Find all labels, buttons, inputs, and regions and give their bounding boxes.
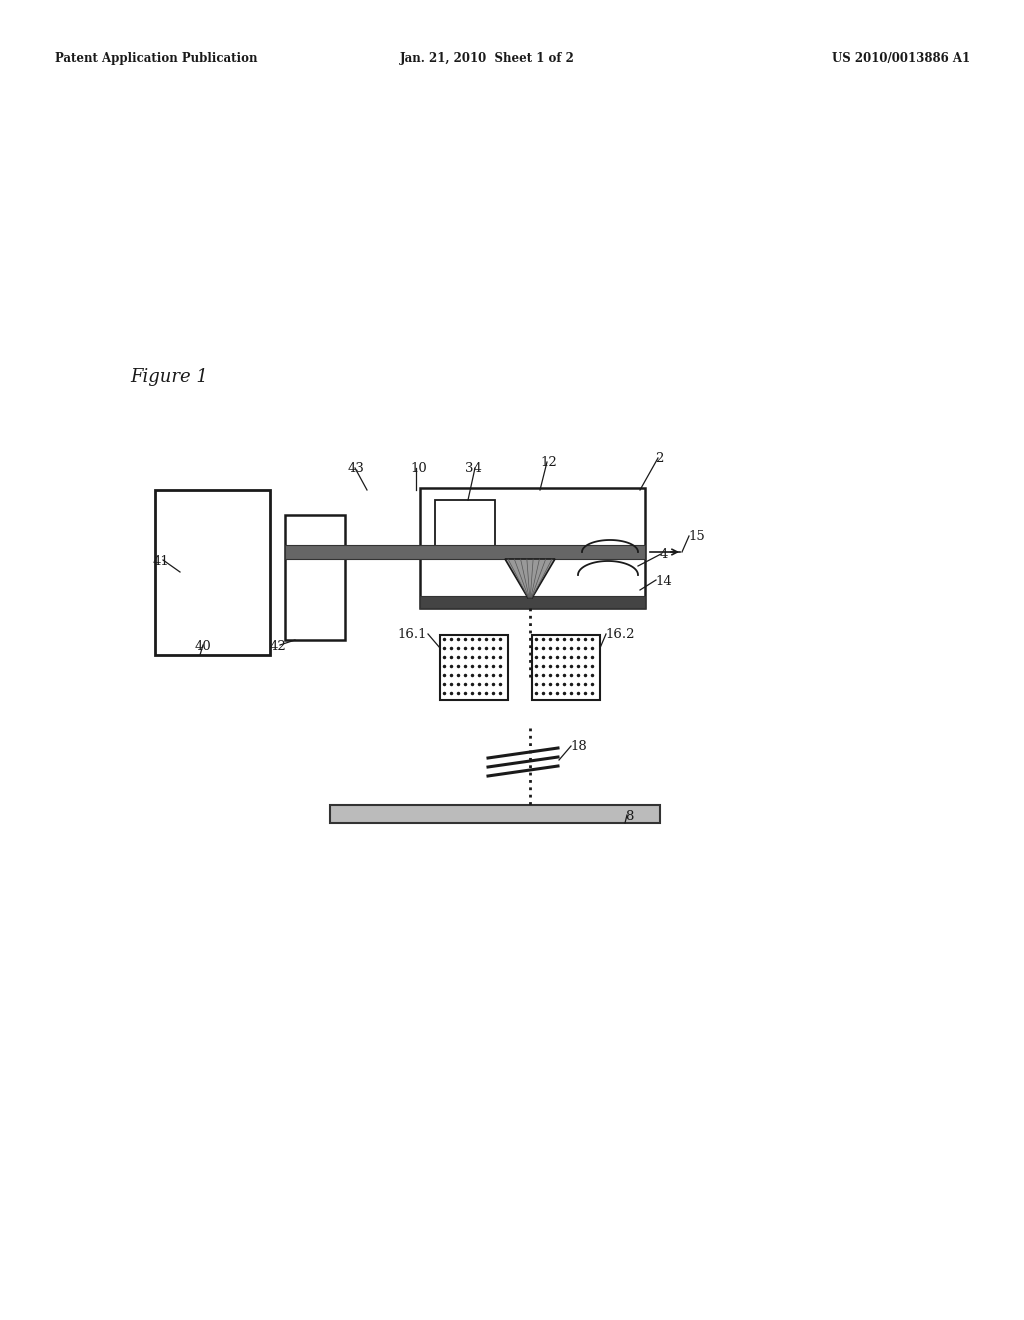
Text: 16.1: 16.1 [397,628,427,642]
Bar [155,490,270,655]
Bar [285,545,645,558]
Text: 12: 12 [540,455,557,469]
Text: 41: 41 [153,554,170,568]
Text: Jan. 21, 2010  Sheet 1 of 2: Jan. 21, 2010 Sheet 1 of 2 [400,51,574,65]
Text: 14: 14 [655,576,672,587]
Text: 4: 4 [660,548,669,561]
Text: 2: 2 [655,451,664,465]
Text: Figure 1: Figure 1 [130,368,208,385]
Text: 18: 18 [570,741,587,752]
Bar [440,635,508,700]
Text: 43: 43 [348,462,365,475]
Text: 15: 15 [688,531,705,543]
Text: 10: 10 [410,462,427,475]
Bar [532,635,600,700]
Text: 16.2: 16.2 [605,628,635,642]
Bar [435,500,495,548]
Text: 34: 34 [465,462,482,475]
Text: 40: 40 [195,640,212,653]
Text: 42: 42 [270,640,287,653]
Text: 8: 8 [625,810,634,822]
Bar [285,515,345,640]
Bar [420,597,645,609]
Polygon shape [505,558,555,598]
Text: US 2010/0013886 A1: US 2010/0013886 A1 [831,51,970,65]
Text: Patent Application Publication: Patent Application Publication [55,51,257,65]
Bar [330,805,660,822]
Bar [420,488,645,609]
